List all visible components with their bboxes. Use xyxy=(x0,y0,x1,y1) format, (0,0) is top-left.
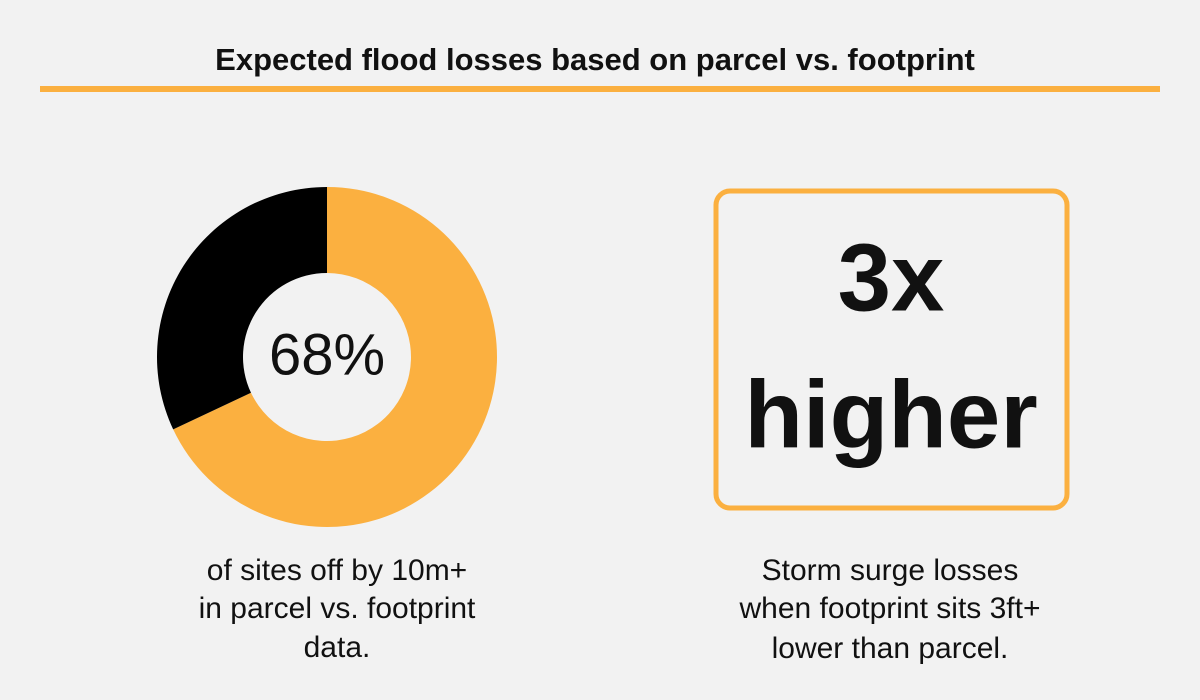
caption-line: in parcel vs. footprint xyxy=(199,592,476,625)
donut-chart xyxy=(156,187,498,527)
callout-text: higher xyxy=(744,361,1037,468)
caption-line: of sites off by 10m+ xyxy=(207,554,467,587)
caption-line: data. xyxy=(304,631,371,664)
callout-box xyxy=(713,188,1070,511)
caption-line: when footprint sits 3ft+ xyxy=(739,592,1041,625)
caption-line: lower than parcel. xyxy=(772,632,1009,665)
center-label: 68% xyxy=(269,322,385,387)
callout-text: 3x xyxy=(838,224,945,331)
donut-segment xyxy=(173,187,498,527)
caption-line: Storm surge losses xyxy=(762,554,1019,587)
title-rule xyxy=(40,86,1160,92)
title: Expected flood losses based on parcel vs… xyxy=(215,42,975,77)
donut-segment xyxy=(156,187,327,430)
